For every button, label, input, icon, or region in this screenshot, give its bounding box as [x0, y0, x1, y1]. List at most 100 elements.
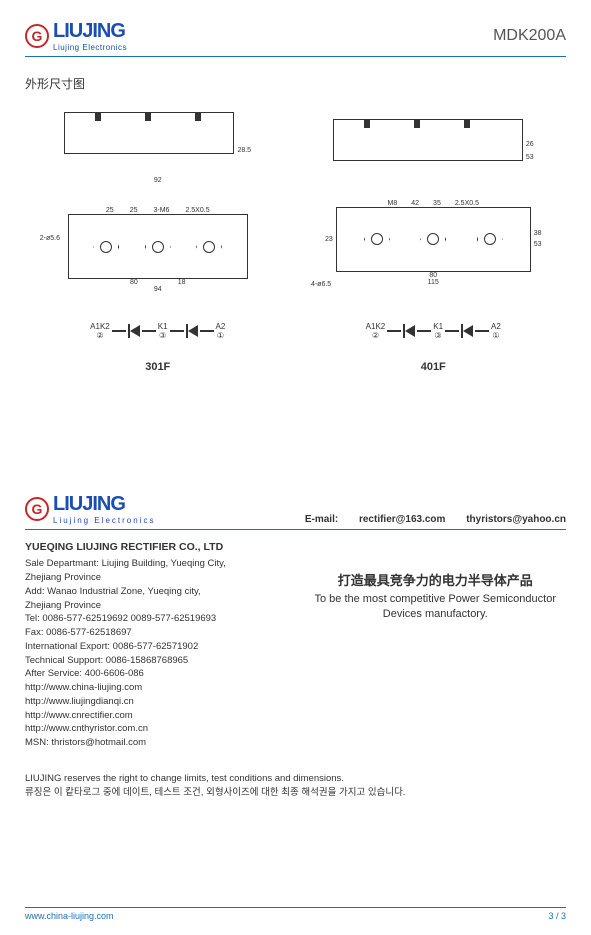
logo-mark-icon: G: [25, 497, 49, 521]
slogan-en1: To be the most competitive Power Semicon…: [305, 592, 567, 607]
info-row: YUEQING LIUJING RECTIFIER CO., LTD Sale …: [25, 540, 566, 750]
top-view-icon: [68, 214, 248, 279]
info-line: http://www.liujingdianqi.cn: [25, 695, 287, 709]
terminal-num: ③: [158, 331, 168, 340]
hex-icon: [196, 234, 222, 260]
dim: 53: [534, 241, 542, 248]
dim: 35: [433, 200, 441, 207]
footer-header: G LIUJING Liujing Electronics E-mail: re…: [25, 493, 566, 530]
logo-text: LIUJING Liujing Electronics: [53, 20, 127, 52]
dim: 26: [526, 141, 534, 148]
wire-icon: [417, 330, 431, 332]
variant-label: 301F: [145, 361, 170, 373]
logo-main: LIUJING: [53, 493, 155, 516]
info-line: Zhejiang Province: [25, 599, 287, 613]
drawing-box: 28.5 92 25 25 3-M6 2.5X0.5 2-ø5.6: [53, 100, 263, 305]
diode-icon: [128, 324, 140, 338]
logo: G LIUJING Liujing Electronics: [25, 493, 155, 525]
page: G LIUJING Liujing Electronics MDK200A 外形…: [0, 0, 591, 819]
info-line: Technical Support: 0086-15868768965: [25, 654, 287, 668]
slogan-block: 打造最具竞争力的电力半导体产品 To be the most competiti…: [305, 540, 567, 750]
circuit-diagram: A1K2 ② K1 ③ A2 ①: [68, 311, 248, 351]
terminal: A2: [491, 322, 501, 331]
info-line: Fax: 0086-577-62518697: [25, 626, 287, 640]
hex-icon: [145, 234, 171, 260]
top-view-icon: [336, 207, 531, 272]
info-line: International Export: 0086-577-62571902: [25, 640, 287, 654]
dim: 80: [130, 279, 138, 286]
dim: 2.5X0.5: [185, 207, 209, 214]
hex-icon: [477, 226, 503, 252]
dim: 25: [106, 207, 114, 214]
info-line: Zhejiang Province: [25, 571, 287, 585]
dim: 18: [178, 279, 186, 286]
terminal-num: ②: [90, 331, 110, 340]
circuit-diagram: A1K2 ② K1 ③ A2 ①: [343, 311, 523, 351]
company-name: YUEQING LIUJING RECTIFIER CO., LTD: [25, 540, 287, 555]
side-view-icon: [64, 112, 234, 154]
dim-w: 92: [154, 177, 162, 184]
side-view-icon: [333, 119, 523, 161]
email-block: E-mail: rectifier@163.com thyristors@yah…: [287, 514, 566, 525]
page-footer: www.china-liujing.com 3 / 3: [25, 907, 566, 921]
info-line: http://www.cnthyristor.com.cn: [25, 722, 287, 736]
section-title: 外形尺寸图: [25, 75, 566, 92]
model-number: MDK200A: [493, 27, 566, 45]
footer-site: www.china-liujing.com: [25, 911, 114, 921]
drawing-box: 26 53 M8 42 35 2.5X0.5 23: [328, 100, 538, 305]
terminal-num: ②: [366, 331, 386, 340]
dim: 2-ø5.6: [40, 235, 60, 242]
email2: thyristors@yahoo.cn: [466, 514, 566, 525]
disclaimer-kr: 류징은 이 캍타로그 중에 데이트, 테스트 조건, 외형사이즈에 대한 최종 …: [25, 786, 566, 800]
wire-icon: [387, 330, 401, 332]
page-header: G LIUJING Liujing Electronics MDK200A: [25, 20, 566, 57]
dim: 25: [130, 207, 138, 214]
dim: 38: [534, 230, 542, 237]
dim: 115: [428, 279, 439, 286]
drawings-area: 28.5 92 25 25 3-M6 2.5X0.5 2-ø5.6: [25, 100, 566, 373]
info-line: MSN: thristors@hotmail.com: [25, 736, 287, 750]
variant-label: 401F: [421, 361, 446, 373]
diode-icon: [403, 324, 415, 338]
terminal-num: ①: [216, 331, 226, 340]
terminal-num: ③: [433, 331, 443, 340]
dim: 4-ø6.5: [311, 281, 331, 288]
dim: 94: [154, 286, 162, 293]
wire-icon: [112, 330, 126, 332]
wire-icon: [170, 330, 184, 332]
hex-icon: [93, 234, 119, 260]
dim: 80: [429, 272, 437, 279]
wire-icon: [475, 330, 489, 332]
disclaimer: LIUJING reserves the right to change lim…: [25, 772, 566, 800]
hex-icon: [420, 226, 446, 252]
logo-sub: Liujing Electronics: [53, 43, 127, 52]
dim: 23: [325, 236, 333, 243]
drawing-401f: 26 53 M8 42 35 2.5X0.5 23: [328, 100, 538, 373]
email-label: E-mail:: [305, 514, 338, 525]
terminal: A1K2: [366, 322, 386, 331]
dim: 53: [526, 154, 534, 161]
terminal: K1: [158, 322, 168, 331]
info-line: http://www.china-liujing.com: [25, 681, 287, 695]
company-info: YUEQING LIUJING RECTIFIER CO., LTD Sale …: [25, 540, 287, 750]
diode-icon: [186, 324, 198, 338]
logo-sub: Liujing Electronics: [53, 516, 155, 525]
info-line: Add: Wanao Industrial Zone, Yueqing city…: [25, 585, 287, 599]
hex-icon: [364, 226, 390, 252]
terminal: K1: [433, 322, 443, 331]
wire-icon: [142, 330, 156, 332]
logo: G LIUJING Liujing Electronics: [25, 20, 127, 52]
dim: 3-M6: [154, 207, 170, 214]
wire-icon: [445, 330, 459, 332]
terminal-num: ①: [491, 331, 501, 340]
footer-block: G LIUJING Liujing Electronics E-mail: re…: [25, 493, 566, 799]
logo-text: LIUJING Liujing Electronics: [53, 493, 155, 525]
footer-page: 3 / 3: [548, 911, 566, 921]
dim: 42: [411, 200, 419, 207]
slogan-cn: 打造最具竞争力的电力半导体产品: [305, 570, 567, 589]
diode-icon: [461, 324, 473, 338]
wire-icon: [200, 330, 214, 332]
disclaimer-en: LIUJING reserves the right to change lim…: [25, 772, 566, 786]
info-line: Tel: 0086-577-62519692 0089-577-62519693: [25, 612, 287, 626]
spacer: [25, 383, 566, 493]
